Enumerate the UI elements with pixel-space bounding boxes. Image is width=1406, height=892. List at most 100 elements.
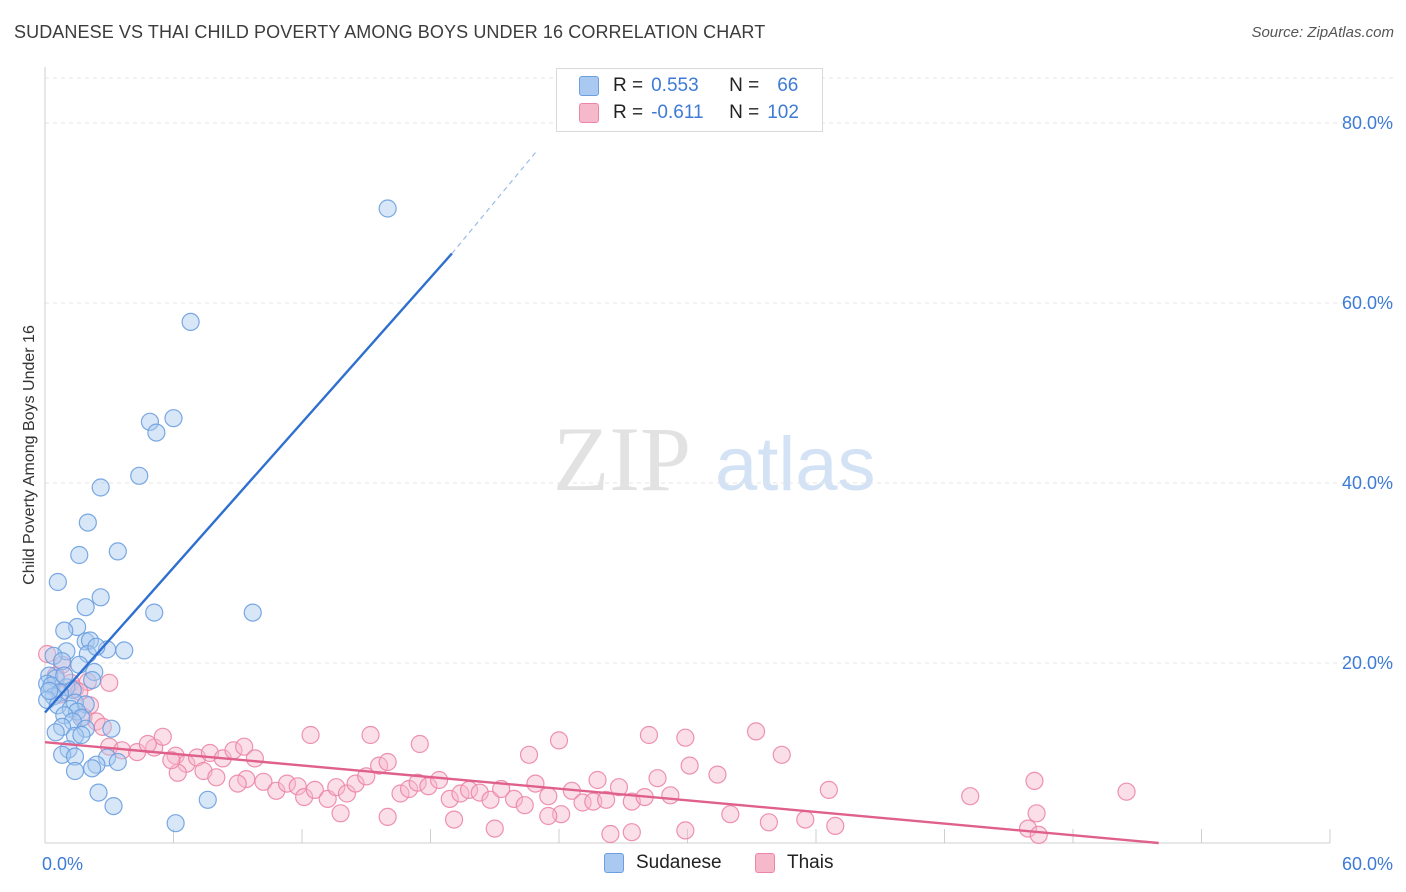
thais-point <box>408 773 427 792</box>
sudanese-point <box>70 655 89 674</box>
thais-point <box>1025 771 1044 791</box>
legend-n-label: N = <box>729 75 760 96</box>
thais-point <box>539 787 558 806</box>
sudanese-point <box>140 412 160 431</box>
sudanese-point <box>83 759 102 778</box>
thais-point <box>162 751 181 770</box>
legend-n-value: 66 <box>777 75 799 96</box>
thais-point <box>485 819 504 838</box>
sudanese-point <box>48 572 67 592</box>
thais-point <box>470 783 489 802</box>
sudanese-point <box>65 761 85 781</box>
sudanese-point <box>181 312 200 331</box>
thais-point <box>1029 825 1048 845</box>
legend-item-thais[interactable]: Thais <box>755 852 833 874</box>
thais-point <box>601 824 620 844</box>
thais-point <box>519 745 539 764</box>
chart-title: SUDANESE VS THAI CHILD POVERTY AMONG BOY… <box>14 22 766 42</box>
thais-point <box>228 774 247 793</box>
thais-point <box>346 774 365 793</box>
thais-point <box>207 768 226 787</box>
source-credit: Source: ZipAtlas.com <box>1251 24 1394 41</box>
series-legend: Sudanese Thais <box>0 852 1406 878</box>
sudanese-point <box>108 542 127 561</box>
thais-point <box>245 749 264 768</box>
legend-row-sudanese: R = 0.553 N = 66 <box>579 73 798 99</box>
thais-point <box>440 789 459 809</box>
sudanese-point <box>164 409 183 428</box>
watermark-zip: ZIP <box>553 408 691 510</box>
x-tick-label: 60.0% <box>1342 854 1393 874</box>
thais-point <box>661 786 680 805</box>
trend-lines <box>44 149 1159 845</box>
thais-point <box>429 770 449 790</box>
correlation-legend: R = 0.553 N = 66 R = -0.611 N = 102 <box>556 68 823 132</box>
thais-trend-line <box>44 741 1159 845</box>
legend-r-value: 0.553 <box>651 75 699 96</box>
sudanese-point <box>83 670 102 690</box>
y-tick-label: 80.0% <box>1342 113 1393 133</box>
thais-point <box>639 725 659 745</box>
thais-point <box>588 770 607 790</box>
thais-point <box>1027 804 1046 823</box>
thais-point <box>676 821 695 840</box>
thais-point <box>504 789 524 809</box>
thais-point <box>301 725 320 745</box>
sudanese-point <box>55 666 74 685</box>
sudanese-point <box>115 641 134 660</box>
tick-labels: 20.0% 40.0% 60.0% 80.0% 0.0% 60.0% <box>42 113 1393 874</box>
legend-label-thais: Thais <box>787 852 834 873</box>
y-tick-label: 20.0% <box>1342 653 1393 673</box>
thais-point <box>549 731 569 750</box>
thais-point <box>539 806 558 826</box>
y-tick-label: 40.0% <box>1342 473 1393 493</box>
legend-r-label: R = <box>613 75 644 96</box>
legend-row-thais: R = -0.611 N = 102 <box>579 100 799 126</box>
sudanese-point <box>147 423 166 442</box>
x-tick-label: 0.0% <box>42 854 83 874</box>
thais-point <box>267 781 286 800</box>
thais-point <box>597 790 616 809</box>
sudanese-point <box>44 646 63 665</box>
sudanese-point <box>130 466 149 485</box>
legend-item-sudanese[interactable]: Sudanese <box>604 852 722 874</box>
thais-point <box>295 787 314 807</box>
thais-point <box>526 774 545 793</box>
thais-point <box>826 816 845 836</box>
sudanese-point <box>40 681 59 701</box>
thais-point <box>819 780 838 800</box>
watermark-atlas: atlas <box>715 422 876 507</box>
thais-point <box>961 787 980 806</box>
sudanese-point <box>72 725 91 745</box>
sudanese-point <box>53 652 72 671</box>
sudanese-point <box>243 603 262 622</box>
thais-point <box>153 727 172 746</box>
watermark: ZIP atlas <box>553 408 876 510</box>
thais-point <box>38 644 57 664</box>
sudanese-point <box>198 790 217 809</box>
thais-point <box>410 734 429 754</box>
thais-points <box>38 644 1136 845</box>
sudanese-swatch <box>604 853 624 873</box>
legend-r-value: -0.611 <box>651 102 704 123</box>
sudanese-point <box>55 621 74 640</box>
thais-point <box>391 784 410 803</box>
thais-point <box>444 810 464 829</box>
sudanese-point <box>65 747 85 766</box>
thais-point <box>277 774 297 793</box>
thais-point <box>708 765 727 784</box>
thais-point <box>648 769 667 788</box>
sudanese-swatch <box>579 76 599 96</box>
sudanese-point <box>78 513 97 532</box>
sudanese-point <box>76 598 95 617</box>
thais-point <box>378 807 397 827</box>
legend-n-value: 102 <box>767 102 799 123</box>
sudanese-trend-line <box>44 252 453 714</box>
thais-point <box>609 778 629 797</box>
sudanese-point <box>104 796 123 816</box>
sudanese-point <box>70 545 89 565</box>
sudanese-point <box>166 814 185 833</box>
thais-swatch <box>579 103 599 123</box>
thais-point <box>746 722 766 741</box>
